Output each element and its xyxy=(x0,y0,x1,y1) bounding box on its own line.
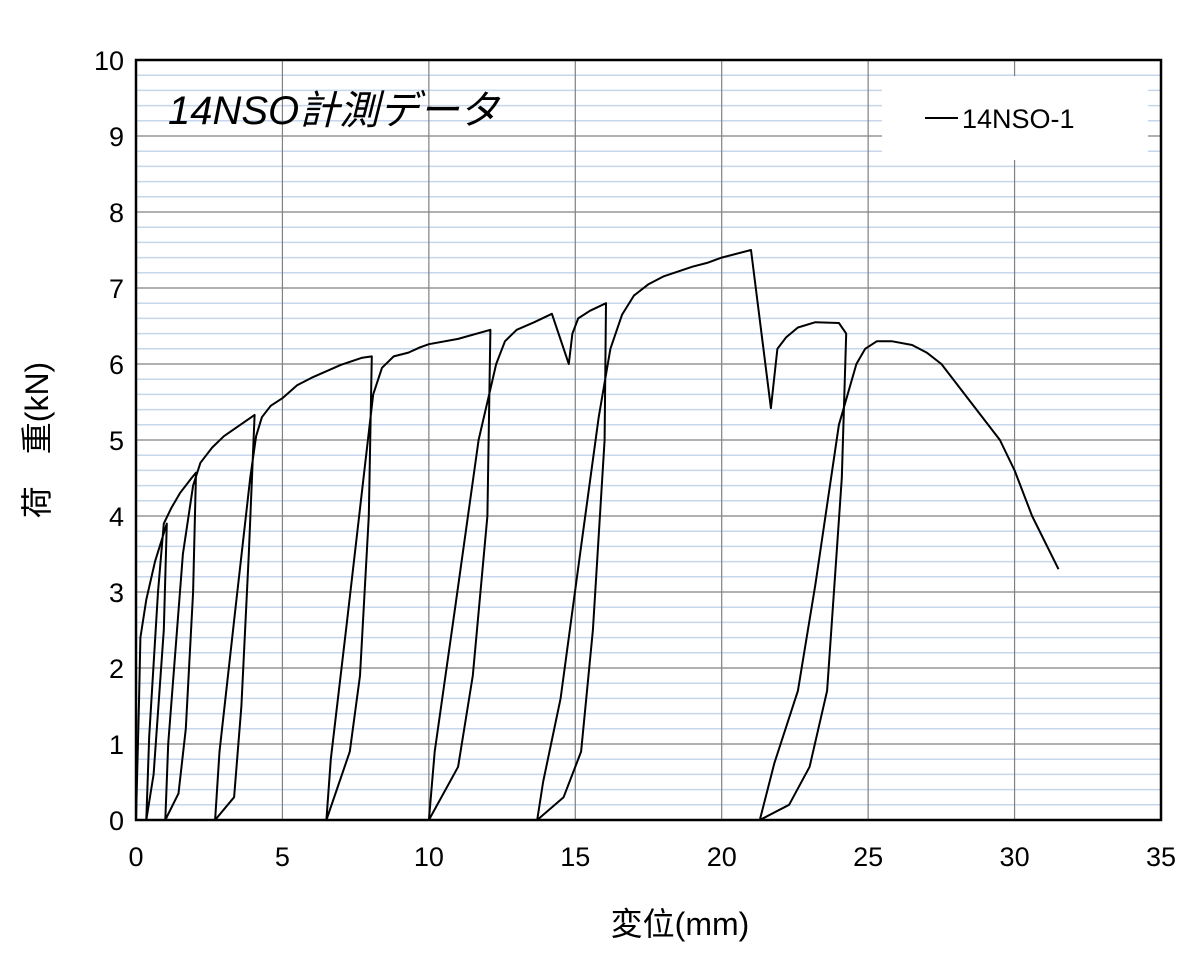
y-axis-label: 荷 重(kN) xyxy=(19,362,55,518)
legend-entry: 14NSO-1 xyxy=(962,104,1075,134)
chart-title: 14NSO計測データ xyxy=(168,89,501,133)
series-line-14NSO-1 xyxy=(135,249,1060,821)
y-tick-label: 5 xyxy=(109,426,124,456)
x-tick-label: 25 xyxy=(853,842,883,872)
x-axis-label: 変位(mm) xyxy=(611,906,750,942)
x-tick-label: 30 xyxy=(1000,842,1030,872)
y-tick-label: 8 xyxy=(109,198,124,228)
x-tick-label: 35 xyxy=(1146,842,1176,872)
x-tick-label: 15 xyxy=(560,842,590,872)
y-tick-label: 6 xyxy=(109,350,124,380)
x-tick-labels: 0 5 10 15 20 25 30 35 xyxy=(128,842,1176,872)
y-tick-label: 3 xyxy=(109,578,124,608)
x-tick-label: 0 xyxy=(128,842,143,872)
y-tick-label: 2 xyxy=(109,654,124,684)
x-tick-label: 5 xyxy=(275,842,290,872)
y-tick-label: 0 xyxy=(109,806,124,836)
y-tick-label: 7 xyxy=(109,274,124,304)
y-tick-labels: 0 1 2 3 4 5 6 7 8 9 10 xyxy=(94,46,124,836)
y-tick-label: 10 xyxy=(94,46,124,76)
y-tick-label: 1 xyxy=(109,730,124,760)
plot-frame xyxy=(134,58,1163,822)
y-tick-label: 9 xyxy=(109,122,124,152)
y-tick-label: 4 xyxy=(109,502,124,532)
x-tick-label: 10 xyxy=(414,842,444,872)
major-gridlines xyxy=(135,59,1162,821)
x-tick-label: 20 xyxy=(707,842,737,872)
